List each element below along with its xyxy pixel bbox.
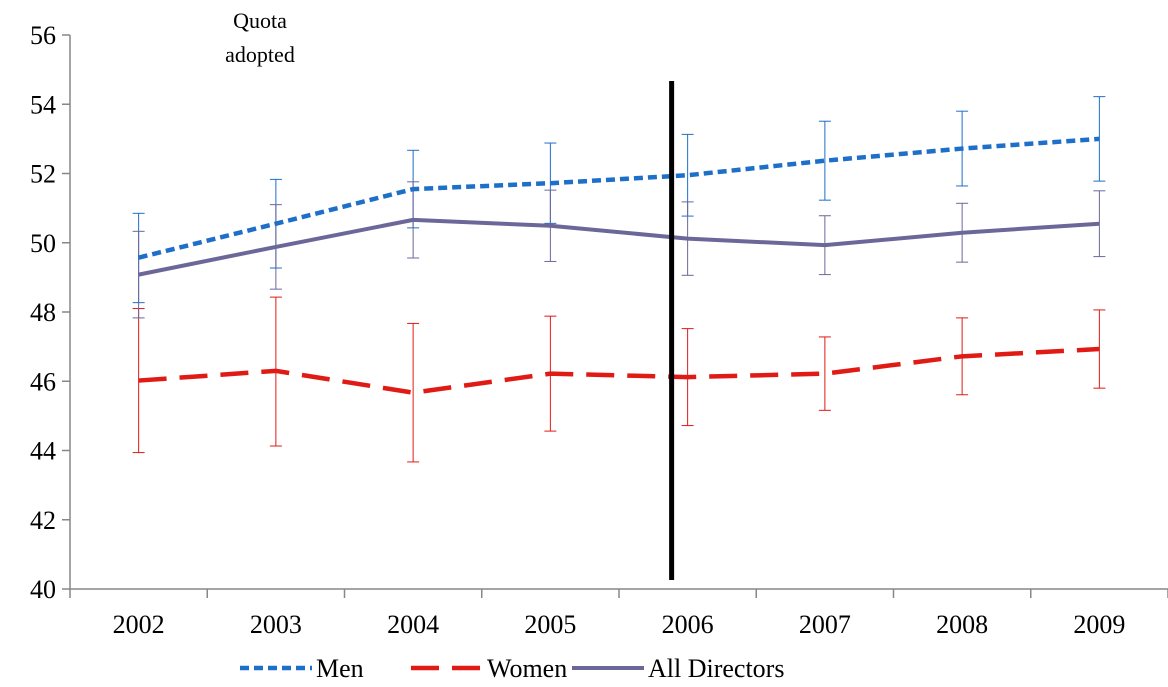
y-tick-label: 40 <box>30 575 56 604</box>
x-tick-label: 2006 <box>662 610 714 639</box>
legend-label: Women <box>487 654 567 683</box>
series-line-women <box>138 346 1100 395</box>
x-tick-label: 2002 <box>113 610 165 639</box>
y-tick-label: 46 <box>30 367 56 396</box>
annotation-line-1: Quota <box>233 8 287 33</box>
series-line-men <box>138 136 1100 260</box>
y-tick-label: 56 <box>30 21 56 50</box>
ticks: 40 42 44 46 48 50 52 54 56 2002 2003 2004 2005 2006 20… <box>30 21 1168 639</box>
axes <box>69 35 1168 590</box>
legend-label: Men <box>316 654 364 683</box>
y-tick-label: 44 <box>30 437 56 466</box>
x-tick-label: 2008 <box>936 610 988 639</box>
y-tick-label: 50 <box>30 229 56 258</box>
y-tick-label: 54 <box>30 90 56 119</box>
y-tick-label: 42 <box>30 506 56 535</box>
legend: Men Women All Directors <box>240 654 784 683</box>
legend-label: All Directors <box>648 654 784 683</box>
series-line-all-directors <box>138 217 1100 277</box>
error-bars <box>132 96 1106 463</box>
series-lines <box>138 136 1100 395</box>
x-tick-label: 2003 <box>250 610 302 639</box>
annotation-line-2: adopted <box>225 42 295 67</box>
x-tick-label: 2009 <box>1073 610 1125 639</box>
x-tick-label: 2004 <box>387 610 439 639</box>
x-tick-label: 2005 <box>524 610 576 639</box>
y-tick-label: 52 <box>30 160 56 189</box>
x-tick-label: 2007 <box>799 610 851 639</box>
y-tick-label: 48 <box>30 298 56 327</box>
